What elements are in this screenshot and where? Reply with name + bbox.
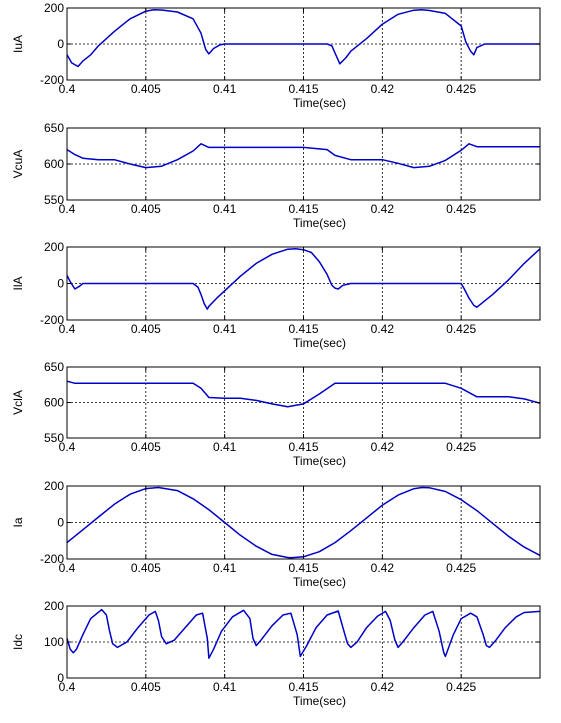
x-tick-label: 0.425: [446, 561, 476, 575]
y-tick-label: 100: [44, 635, 64, 649]
x-tick-label: 0.425: [446, 82, 476, 96]
x-tick-label: 0.41: [213, 440, 237, 454]
y-axis-label: Idc: [11, 634, 25, 650]
x-tick-label: 0.415: [288, 82, 318, 96]
x-tick-label: 0.425: [446, 202, 476, 216]
x-tick-label: 0.415: [288, 440, 318, 454]
x-tick-label: 0.42: [371, 440, 395, 454]
x-tick-label: 0.42: [371, 82, 395, 96]
y-tick-label: -200: [40, 73, 64, 87]
x-axis-label: Time(sec): [293, 216, 346, 230]
x-tick-label: 0.415: [288, 322, 318, 336]
x-tick-label: 0.415: [288, 202, 318, 216]
x-tick-label: 0.42: [371, 202, 395, 216]
x-tick-label: 0.415: [288, 680, 318, 694]
x-axis-label: Time(sec): [293, 96, 346, 110]
y-axis-label: IuA: [11, 35, 25, 53]
y-tick-label: 550: [44, 431, 64, 445]
y-axis-label: IlA: [11, 276, 25, 290]
x-tick-label: 0.4: [59, 82, 76, 96]
y-tick-label: 600: [44, 157, 64, 171]
y-tick-label: 0: [57, 37, 64, 51]
y-tick-label: 650: [44, 121, 64, 135]
x-tick-label: 0.405: [131, 440, 161, 454]
x-tick-label: 0.41: [213, 202, 237, 216]
x-tick-label: 0.41: [213, 561, 237, 575]
series-line: [66, 380, 541, 408]
x-tick-label: 0.4: [59, 322, 76, 336]
y-tick-label: -200: [40, 552, 64, 566]
x-tick-label: 0.41: [213, 680, 237, 694]
y-tick-label: 200: [44, 479, 64, 493]
x-tick-label: 0.42: [371, 561, 395, 575]
x-tick-label: 0.405: [131, 680, 161, 694]
x-axis-label: Time(sec): [293, 575, 346, 589]
y-tick-label: 650: [44, 360, 64, 374]
subplot-vcla: 0.4 0.405 0.41 0.415 0.42 0.425 550 600 650 VclA T…: [11, 360, 541, 468]
y-axis-label: VcuA: [11, 150, 25, 179]
y-tick-label: 550: [44, 193, 64, 207]
series-line: [66, 608, 541, 659]
subplot-idc: 0.4 0.405 0.41 0.415 0.42 0.425 0 100 200 Idc Time…: [11, 599, 541, 708]
x-tick-label: 0.405: [131, 322, 161, 336]
x-tick-label: 0.405: [131, 202, 161, 216]
x-tick-label: 0.415: [288, 561, 318, 575]
y-tick-label: 200: [44, 240, 64, 254]
series-line: [66, 143, 540, 169]
x-tick-label: 0.41: [213, 82, 237, 96]
y-axis-label: Ia: [11, 517, 25, 527]
y-tick-label: -200: [40, 313, 64, 327]
x-tick-label: 0.4: [59, 202, 76, 216]
x-tick-label: 0.425: [446, 322, 476, 336]
subplot-ila: 0.4 0.405 0.41 0.415 0.42 0.425 -200 0 200 IlA Tim…: [11, 240, 541, 350]
x-tick-label: 0.4: [59, 680, 76, 694]
y-tick-label: 200: [44, 599, 64, 613]
x-axis-label: Time(sec): [293, 454, 346, 468]
x-tick-label: 0.42: [371, 322, 395, 336]
y-tick-label: 0: [57, 516, 64, 530]
x-tick-label: 0.4: [59, 561, 76, 575]
y-tick-label: 600: [44, 396, 64, 410]
x-tick-label: 0.4: [59, 440, 76, 454]
y-tick-label: 0: [57, 277, 64, 291]
x-axis-label: Time(sec): [293, 336, 346, 350]
y-axis-label: VclA: [11, 390, 25, 415]
series-line: [66, 9, 540, 68]
y-tick-label: 0: [57, 671, 64, 685]
y-tick-label: 200: [44, 1, 64, 15]
x-tick-label: 0.41: [213, 322, 237, 336]
subplot-ia: 0.4 0.405 0.41 0.415 0.42 0.425 -200 0 200 Ia Time…: [11, 479, 541, 589]
x-tick-label: 0.425: [446, 440, 476, 454]
x-tick-label: 0.405: [131, 561, 161, 575]
x-tick-label: 0.425: [446, 680, 476, 694]
subplot-iua: 0.4 0.405 0.41 0.415 0.42 0.425 -200 0 200 IuA Tim…: [11, 1, 541, 110]
x-tick-label: 0.42: [371, 680, 395, 694]
x-axis-label: Time(sec): [293, 694, 346, 708]
subplot-vcua: 0.4 0.405 0.41 0.415 0.42 0.425 550 600 650 VcuA T…: [11, 121, 541, 230]
x-tick-label: 0.405: [131, 82, 161, 96]
